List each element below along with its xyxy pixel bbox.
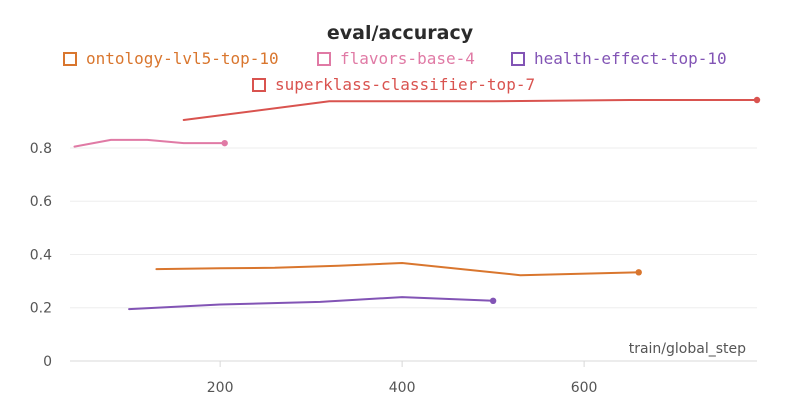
legend-item-ontology-lvl5-top-10[interactable]: ontology-lvl5-top-10 [63, 49, 279, 68]
legend-item-health-effect-top-10[interactable]: health-effect-top-10 [511, 49, 727, 68]
axes: 0 0.2 0.4 0.6 0.8 200 400 600 [30, 141, 757, 396]
y-tick-label: 0.4 [30, 247, 52, 263]
series-endpoint-health-effect-top-10[interactable] [489, 297, 497, 305]
series-line-ontology-lvl5-top-10[interactable] [155, 262, 640, 277]
legend-item-flavors-base-4[interactable]: flavors-base-4 [317, 49, 475, 68]
legend-item-superklass-classifier-top-7[interactable]: superklass-classifier-top-7 [252, 75, 535, 94]
series-endpoint-superklass-classifier-top-7[interactable] [753, 96, 761, 104]
legend-swatch [511, 52, 525, 66]
series-line-health-effect-top-10[interactable] [128, 296, 495, 311]
series-line-flavors-base-4[interactable] [73, 138, 226, 148]
legend-label: health-effect-top-10 [534, 49, 727, 68]
chart-title: eval/accuracy [327, 22, 474, 44]
y-tick-label: 0.8 [30, 141, 52, 157]
legend-label: superklass-classifier-top-7 [275, 75, 535, 94]
x-tick-label: 400 [389, 380, 416, 396]
series-line-superklass-classifier-top-7[interactable] [182, 99, 758, 121]
series [73, 96, 761, 311]
legend-swatch [317, 52, 331, 66]
x-tick-label: 200 [207, 380, 234, 396]
y-tick-label: 0 [43, 354, 52, 370]
grid [70, 147, 757, 309]
legend: ontology-lvl5-top-10 flavors-base-4 heal… [63, 49, 727, 94]
legend-label: ontology-lvl5-top-10 [86, 49, 279, 68]
legend-label: flavors-base-4 [340, 49, 475, 68]
x-tick-label: 600 [571, 380, 598, 396]
series-endpoint-ontology-lvl5-top-10[interactable] [635, 269, 642, 276]
y-tick-label: 0.2 [30, 301, 52, 317]
x-axis-title: train/global_step [629, 341, 746, 357]
series-endpoint-flavors-base-4[interactable] [221, 139, 228, 147]
y-tick-label: 0.6 [30, 194, 52, 210]
legend-swatch [63, 52, 77, 66]
legend-swatch [252, 78, 266, 92]
